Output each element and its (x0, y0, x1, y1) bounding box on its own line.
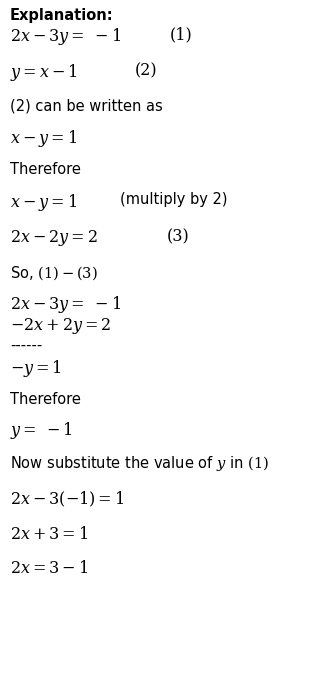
Text: $2x - 3(-1) = 1$: $2x - 3(-1) = 1$ (10, 490, 124, 509)
Text: $y = x - 1$: $y = x - 1$ (10, 62, 77, 83)
Text: $x - y = 1$: $x - y = 1$ (10, 192, 77, 213)
Text: $-2x + 2y = 2$: $-2x + 2y = 2$ (10, 316, 111, 336)
Text: $y =\;-1$: $y =\;-1$ (10, 420, 73, 441)
Text: (2) can be written as: (2) can be written as (10, 98, 163, 113)
Text: $-y = 1$: $-y = 1$ (10, 358, 62, 379)
Text: (multiply by 2): (multiply by 2) (120, 192, 227, 207)
Text: $2x - 3y =\;-1$: $2x - 3y =\;-1$ (10, 294, 121, 315)
Text: (2): (2) (135, 62, 158, 79)
Text: $2x = 3 - 1$: $2x = 3 - 1$ (10, 560, 89, 577)
Text: Explanation:: Explanation: (10, 8, 114, 23)
Text: $x - y = 1$: $x - y = 1$ (10, 128, 77, 149)
Text: Now substitute the value of $y$ in $(1)$: Now substitute the value of $y$ in $(1)$ (10, 454, 269, 473)
Text: $2x - 2y = 2$: $2x - 2y = 2$ (10, 228, 98, 248)
Text: Therefore: Therefore (10, 392, 81, 407)
Text: So, $(1) - (3)$: So, $(1) - (3)$ (10, 264, 98, 282)
Text: $2x + 3 = 1$: $2x + 3 = 1$ (10, 526, 89, 543)
Text: (1): (1) (170, 26, 193, 43)
Text: $2x - 3y =\;-1$: $2x - 3y =\;-1$ (10, 26, 121, 47)
Text: ------: ------ (10, 338, 42, 353)
Text: (3): (3) (167, 228, 190, 245)
Text: Therefore: Therefore (10, 162, 81, 177)
